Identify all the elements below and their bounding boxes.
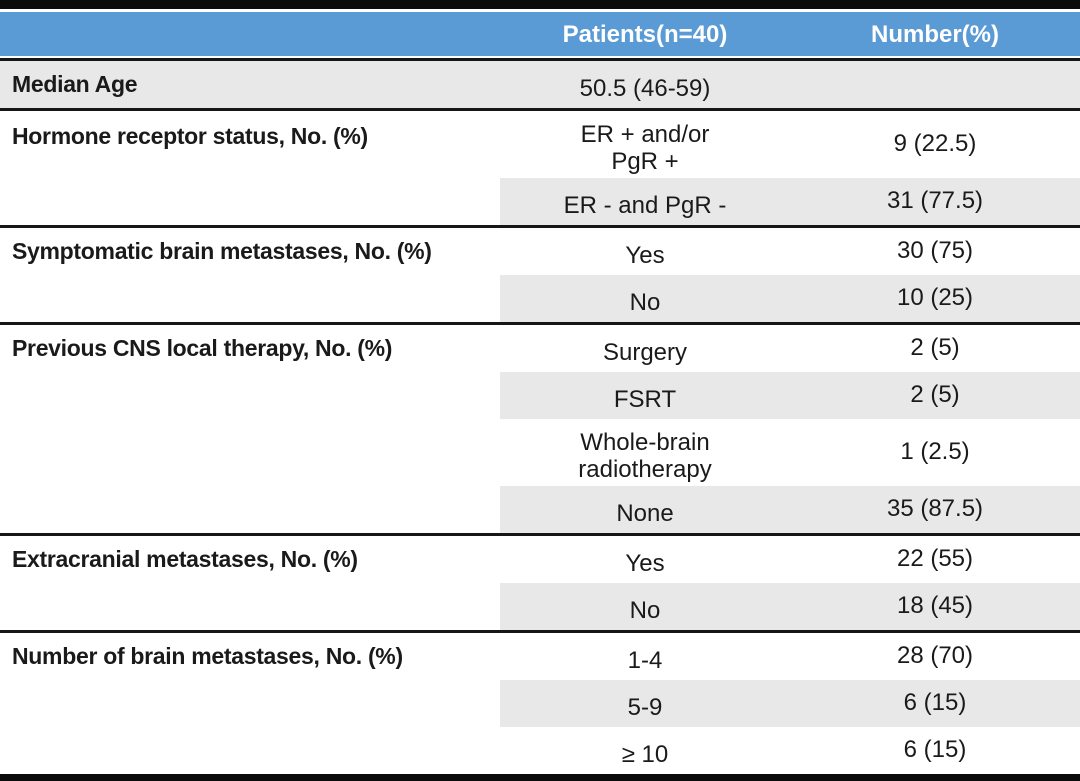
table-row: Previous CNS local therapy, No. (%) Surge… [0,325,1080,372]
category-cell: Surgery [602,338,688,366]
table-row: ER - and PgR -31 (77.5) [0,178,1080,225]
table-row: FSRT 2 (5) [0,372,1080,419]
category-cell: ER + and/or PgR + [580,121,710,175]
number-cell: 10 (25) [790,275,1080,322]
category-cell: ≥ 10 [621,740,669,768]
category-cell: No [500,275,790,322]
table-row: Hormone receptor status, No. (%) ER + and… [0,111,1080,178]
table-section: Hormone receptor status, No. (%) ER + and… [0,108,1080,225]
row-group-label: Number of brain metastases, No. (%) [12,643,403,669]
number-cell: 31 (77.5) [790,178,1080,225]
number-cell: 1 (2.5) [900,437,970,465]
row-label-spacer [0,372,500,419]
number-cell: 9 (22.5) [893,129,977,157]
row-group-label: Symptomatic brain metastases, No. (%) [12,238,432,264]
table-row: None 35 (87.5) [0,486,1080,533]
header-col-characteristic [0,12,500,56]
category-cell: 5-9 [500,680,790,727]
row-label-spacer [0,422,500,431]
number-cell: 28 (70) [896,641,974,669]
row-label-spacer [0,486,500,533]
number-cell: 2 (5) [790,372,1080,419]
table-section: Extracranial metastases, No. (%) Yes 22 (5… [0,533,1080,630]
table-body: Median Age 50.5 (46-59) Hormone receptor s… [0,58,1080,774]
number-cell: 2 (5) [910,333,960,361]
category-cell: None [500,486,790,533]
table-section: Median Age 50.5 (46-59) [0,58,1080,108]
number-cell: 18 (45) [790,583,1080,630]
category-cell: Whole-brain radiotherapy [578,429,712,483]
table-section: Number of brain metastases, No. (%) 1-4 28… [0,630,1080,774]
number-cell: 30 (75) [896,236,974,264]
number-cell: 22 (55) [896,544,974,572]
table-bottom-border [0,774,1080,781]
row-group-label: Hormone receptor status, No. (%) [12,123,368,149]
category-cell: Yes [625,549,665,577]
category-cell: No [500,583,790,630]
number-cell [790,61,1080,108]
row-label-spacer [0,583,500,630]
number-cell: 6 (15) [790,680,1080,727]
row-group-label: Previous CNS local therapy, No. (%) [12,335,393,361]
table-row: Whole-brain radiotherapy 1 (2.5) [0,419,1080,486]
table-row: ≥ 10 6 (15) [0,727,1080,774]
number-cell: 35 (87.5) [790,486,1080,533]
row-label-spacer [0,727,500,774]
category-cell: 1-4 [627,646,663,674]
table-section: Symptomatic brain metastases, No. (%) Yes… [0,225,1080,322]
header-col-patients: Patients(n=40) [562,20,728,48]
number-cell: 6 (15) [903,735,967,763]
table-row: No 18 (45) [0,583,1080,630]
category-cell: Yes [625,241,665,269]
table-header-row: Patients(n=40) Number(%) [0,12,1080,56]
table-row: Number of brain metastases, No. (%) 1-4 28… [0,633,1080,680]
table-row: Extracranial metastases, No. (%) Yes 22 (5… [0,536,1080,583]
row-group-label: Median Age [0,61,500,108]
category-cell: ER - and PgR - [500,178,790,225]
row-label-spacer [0,178,500,225]
category-cell: 50.5 (46-59) [500,61,790,108]
table-row: No 10 (25) [0,275,1080,322]
table-section: Previous CNS local therapy, No. (%) Surge… [0,322,1080,533]
row-group-label: Extracranial metastases, No. (%) [12,546,358,572]
table-row: 5-9 6 (15) [0,680,1080,727]
row-label-spacer [0,680,500,727]
header-col-number: Number(%) [870,20,999,48]
table-top-border [0,0,1080,9]
row-label-spacer [0,275,500,322]
table-row: Symptomatic brain metastases, No. (%) Yes… [0,228,1080,275]
table-row: Median Age 50.5 (46-59) [0,61,1080,108]
category-cell: FSRT [500,372,790,419]
